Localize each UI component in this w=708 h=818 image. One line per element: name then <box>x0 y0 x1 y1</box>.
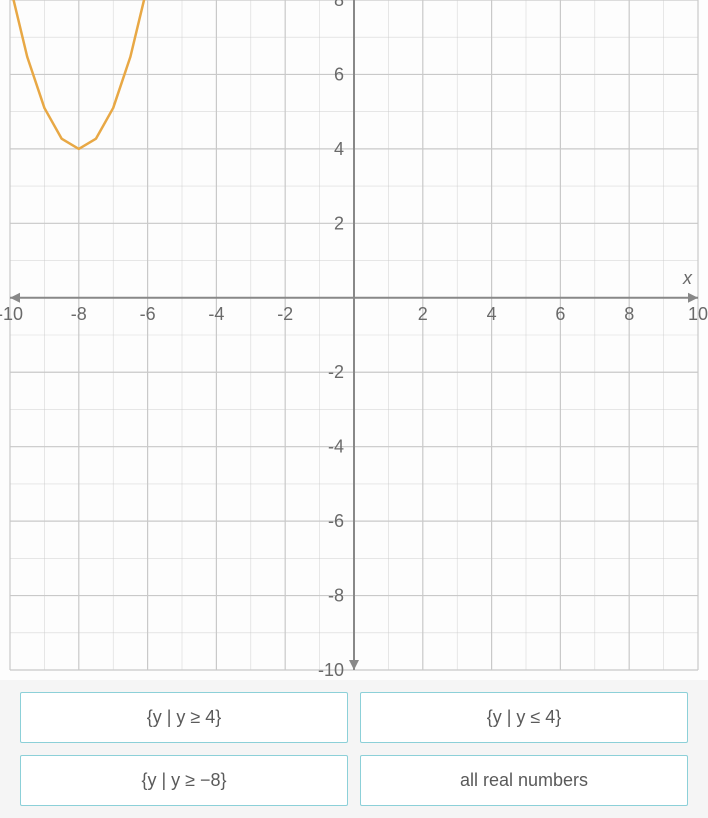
answer-choices: {y | y ≥ 4} {y | y ≤ 4} {y | y ≥ −8} all… <box>0 680 708 818</box>
coordinate-grid-chart: -10 -8 -6 -4 -2 2 4 6 8 10 -10 -8 -6 -4 -2 2 4 6 8 x <box>0 0 708 680</box>
svg-text:-10: -10 <box>318 660 344 680</box>
svg-text:-6: -6 <box>328 511 344 531</box>
answer-option-3[interactable]: {y | y ≥ −8} <box>20 755 348 806</box>
svg-text:4: 4 <box>334 139 344 159</box>
svg-text:-2: -2 <box>277 304 293 324</box>
svg-text:2: 2 <box>418 304 428 324</box>
svg-text:2: 2 <box>334 213 344 233</box>
svg-text:6: 6 <box>334 64 344 84</box>
chart-svg: -10 -8 -6 -4 -2 2 4 6 8 10 -10 -8 -6 -4 -2 2 4 6 8 x <box>0 0 708 680</box>
svg-text:x: x <box>682 268 693 288</box>
svg-text:8: 8 <box>334 0 344 10</box>
svg-text:-2: -2 <box>328 362 344 382</box>
answer-option-2[interactable]: {y | y ≤ 4} <box>360 692 688 743</box>
svg-text:-8: -8 <box>328 586 344 606</box>
svg-text:8: 8 <box>624 304 634 324</box>
svg-text:6: 6 <box>555 304 565 324</box>
svg-text:-10: -10 <box>0 304 23 324</box>
svg-text:10: 10 <box>688 304 708 324</box>
answer-option-4[interactable]: all real numbers <box>360 755 688 806</box>
svg-text:-4: -4 <box>328 437 344 457</box>
answer-option-1[interactable]: {y | y ≥ 4} <box>20 692 348 743</box>
svg-text:-8: -8 <box>71 304 87 324</box>
svg-text:-4: -4 <box>208 304 224 324</box>
svg-text:-6: -6 <box>140 304 156 324</box>
svg-text:4: 4 <box>487 304 497 324</box>
